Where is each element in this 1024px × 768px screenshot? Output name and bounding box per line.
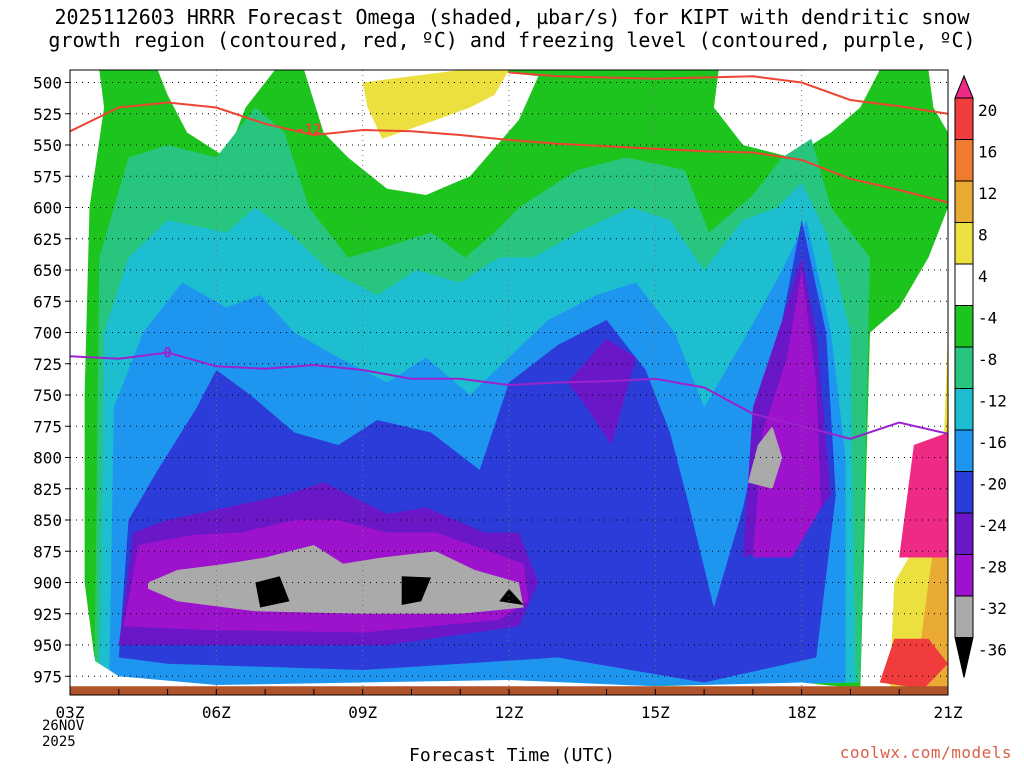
colorbar-label: -36 — [978, 641, 1007, 660]
y-tick-label: 800 — [33, 449, 62, 468]
y-tick-label: 750 — [33, 386, 62, 405]
temperature-contours: -12 0 — [70, 71, 948, 440]
shade-region — [913, 407, 948, 695]
y-tick-label: 950 — [33, 636, 62, 655]
colorbar-swatch — [954, 305, 974, 348]
y-tick-label: 500 — [33, 74, 62, 93]
contour-label: -12 — [296, 122, 321, 138]
y-tick-label: 675 — [33, 292, 62, 311]
contour-line — [508, 71, 948, 115]
x-tick-label: 06Z — [202, 703, 231, 722]
colorbar-swatch — [954, 554, 974, 597]
colorbar-label: -20 — [978, 475, 1007, 494]
y-tick-label: 625 — [33, 230, 62, 249]
y-tick-label: 850 — [33, 511, 62, 530]
chart-title-line-2: growth region (contoured, red, ºC) and f… — [48, 28, 976, 52]
shade-region — [362, 70, 509, 139]
contour-label: 0 — [163, 346, 171, 362]
x-axis-label: Forecast Time (UTC) — [409, 745, 615, 766]
colorbar-label: 20 — [978, 101, 997, 120]
colorbar-swatch — [954, 180, 974, 223]
y-tick-label: 900 — [33, 574, 62, 593]
colorbar-top-arrow — [954, 74, 974, 99]
colorbar-swatch — [954, 222, 974, 265]
y-tick-label: 775 — [33, 417, 62, 436]
y-tick-label: 975 — [33, 667, 62, 686]
colorbar-label: 12 — [978, 184, 997, 203]
colorbar-label: -28 — [978, 558, 1007, 577]
colorbar-swatch — [954, 263, 974, 306]
colorbar-label: -4 — [978, 309, 997, 328]
contour-line — [70, 351, 948, 440]
x-tick-label: 12Z — [495, 703, 524, 722]
colorbar-label: -8 — [978, 350, 997, 369]
x-tick-label: 21Z — [934, 703, 963, 722]
source-credit: coolwx.com/models — [839, 743, 1012, 762]
y-tick-label: 725 — [33, 355, 62, 374]
contour-line — [70, 101, 948, 204]
omega-shading — [70, 70, 948, 695]
x-tick-label: 09Z — [348, 703, 377, 722]
colorbar-swatch — [954, 429, 974, 472]
plot-frame — [69, 69, 949, 696]
shade-region — [899, 432, 948, 558]
shade-region — [928, 70, 948, 133]
colorbar-label: 8 — [978, 226, 988, 245]
run-date-year: 2025 — [42, 734, 76, 750]
y-tick-label: 600 — [33, 199, 62, 218]
colorbar-swatch — [954, 97, 974, 140]
colorbar-label: 4 — [978, 267, 988, 286]
colorbar-swatch — [954, 595, 974, 638]
y-tick-label: 875 — [33, 542, 62, 561]
colorbar-swatch — [954, 139, 974, 182]
shade-region — [255, 576, 290, 608]
colorbar-swatch — [954, 512, 974, 555]
x-tick-label: 15Z — [641, 703, 670, 722]
colorbar-label: -16 — [978, 433, 1007, 452]
run-date-label: 26NOV 2025 — [42, 718, 84, 750]
colorbar-bottom-arrow — [954, 637, 974, 678]
axes: 500 525 550 575 600 625 650 675 700 725 750 775 800 8… — [33, 74, 963, 723]
colorbar-label: -12 — [978, 392, 1007, 411]
colorbar-swatch — [954, 388, 974, 431]
colorbar-label: -24 — [978, 516, 1007, 535]
x-tick-label: 03Z — [56, 703, 85, 722]
shade-region — [401, 576, 431, 605]
y-tick-label: 825 — [33, 480, 62, 499]
y-tick-label: 925 — [33, 605, 62, 624]
shade-region — [748, 426, 783, 489]
shade-region — [113, 70, 275, 158]
colorbar-label: -32 — [978, 599, 1007, 618]
shade-region — [499, 588, 524, 605]
grid-lines — [69, 70, 949, 695]
colorbar-swatch — [954, 471, 974, 514]
colorbar-swatch — [954, 346, 974, 389]
chart-title: 2025112603 HRRR Forecast Omega (shaded, … — [0, 6, 1024, 52]
colorbar-label: 16 — [978, 143, 997, 162]
shade-region — [148, 545, 524, 614]
y-tick-label: 550 — [33, 136, 62, 155]
y-tick-label: 650 — [33, 261, 62, 280]
y-tick-label: 525 — [33, 105, 62, 124]
shade-region — [567, 338, 636, 445]
shade-region — [879, 638, 948, 689]
run-date-day: 26NOV — [42, 718, 85, 734]
colorbar: 20 16 12 8 4 -4 -8 -12 -16 -20 -24 -28 -32 -36 — [954, 74, 1007, 678]
chart-title-line-1: 2025112603 HRRR Forecast Omega (shaded, … — [54, 5, 970, 29]
shade-region — [79, 657, 948, 695]
y-tick-label: 700 — [33, 324, 62, 343]
x-tick-label: 18Z — [787, 703, 816, 722]
y-tick-label: 575 — [33, 167, 62, 186]
shade-region — [70, 70, 119, 695]
